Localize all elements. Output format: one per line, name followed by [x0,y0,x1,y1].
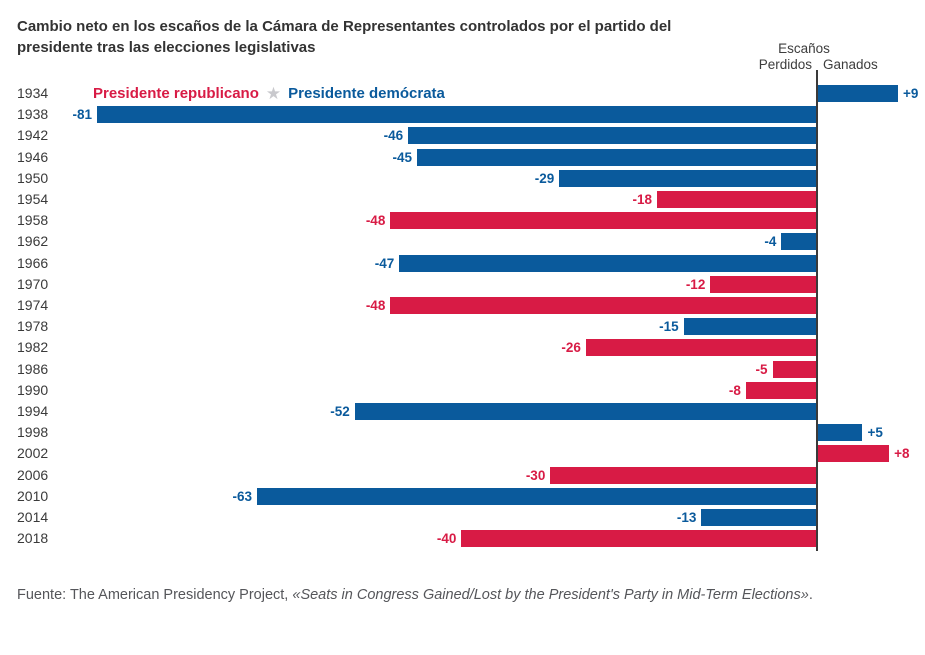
year-label: 1954 [17,191,49,207]
seat-bar [701,509,817,526]
value-label: -81 [72,107,92,123]
source-note: Fuente: The American Presidency Project,… [17,584,907,606]
value-label: +5 [867,425,883,441]
chart-title: Cambio neto en los escaños de la Cámara … [17,18,672,56]
seat-bar [818,85,898,102]
value-label: -48 [365,298,386,313]
value-label: -52 [330,404,350,419]
value-label: +8 [894,446,910,462]
value-label: -12 [685,276,706,292]
year-label: 2018 [17,530,49,547]
star-icon: ★ [265,83,282,103]
seat-bar [710,275,817,293]
legend-republican-label: Presidente republicano [93,84,259,102]
value-label: -15 [659,319,679,335]
source-quoted-title: «Seats in Congress Gained/Lost by the Pr… [292,587,809,603]
year-label: 1998 [17,424,49,441]
value-label: -18 [632,192,652,207]
value-label: -30 [525,467,546,483]
year-label: 2006 [17,466,49,483]
year-label: 1982 [17,339,49,356]
seat-bar [683,318,817,336]
seat-bar [745,381,817,399]
seat-bar [585,339,817,357]
value-label: -29 [534,170,555,186]
value-label: -48 [365,213,386,229]
value-label: -26 [561,340,581,356]
legend-democrat-label: Presidente demócrata [288,84,445,102]
seat-bar [461,530,817,548]
seat-bar [399,254,817,272]
year-label: 1986 [17,360,49,377]
seat-bar [781,233,817,251]
value-label: -47 [374,255,395,271]
year-label: 1974 [17,297,49,313]
value-label: -5 [755,361,768,377]
year-label: 1934 [17,85,49,101]
axis-label-ganados: Ganados [823,57,878,72]
year-label: 1946 [17,148,49,165]
year-label: 1962 [17,233,49,250]
source-prefix: Fuente: The American Presidency Project, [17,587,293,603]
seat-bar [97,106,817,124]
value-label: -8 [728,382,741,398]
value-label: -4 [764,234,777,250]
seat-bar [390,212,817,230]
seat-bar [354,403,817,420]
seat-bar [390,297,817,314]
value-label: -45 [392,149,412,165]
chart-area: 1934 +9 1938 -81 1942 -46 1946 -45 1950 -29 1954 -1… [0,85,925,565]
year-label: 1994 [17,403,49,419]
year-label: 1978 [17,318,49,335]
year-label: 1942 [17,127,49,144]
value-label: -13 [676,510,697,525]
year-label: 1950 [17,169,49,186]
axis-label-escanos: Escaños [778,41,830,56]
year-label: 1970 [17,275,49,292]
seat-bar [657,191,817,208]
seat-bar [818,445,890,463]
year-label: 1958 [17,212,49,229]
seat-bar [417,148,817,166]
seat-bar [559,169,817,187]
year-label: 2014 [17,509,49,525]
seat-bar [550,466,817,484]
seat-bar [772,360,817,378]
value-label: -63 [232,488,252,504]
axis-label-perdidos: Perdidos [758,57,812,72]
value-label: -46 [383,128,404,144]
value-label: -40 [436,531,457,547]
value-label: +9 [903,86,919,101]
party-legend: Presidente republicano ★ Presidente demó… [93,84,445,102]
year-label: 1990 [17,381,49,398]
year-label: 2002 [17,445,49,462]
seat-bar [818,424,863,442]
seat-bar [408,127,817,145]
year-label: 1966 [17,254,49,271]
source-suffix: . [808,587,813,603]
year-label: 1938 [17,106,49,123]
year-label: 2010 [17,487,49,504]
seat-bar [257,487,817,505]
zero-baseline [816,70,818,551]
